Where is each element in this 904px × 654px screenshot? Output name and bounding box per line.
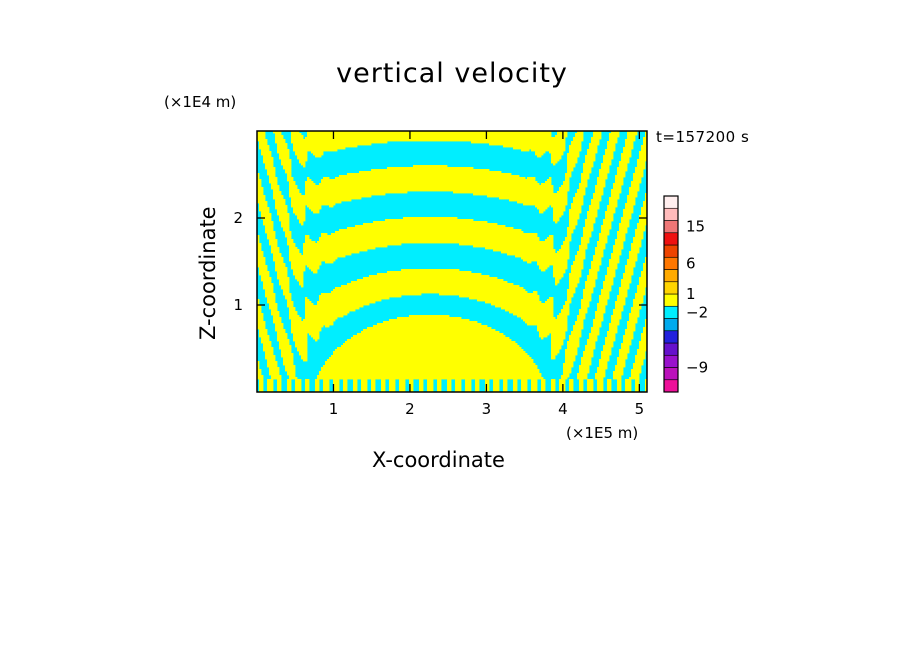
- colorbar-cell: [663, 379, 679, 393]
- chart-title: vertical velocity: [336, 58, 568, 89]
- colorbar-label: −2: [686, 303, 708, 321]
- z-axis-unit: (×1E4 m): [164, 93, 237, 111]
- x-axis-unit: (×1E5 m): [566, 424, 639, 442]
- colorbar-cell: [663, 305, 679, 319]
- velocity-field: [257, 131, 647, 392]
- x-axis-ticks: 1 2 3 4 5: [329, 131, 644, 418]
- z-tick-label: 1: [233, 296, 243, 314]
- z-axis-ticks: 12: [233, 209, 647, 314]
- z-tick-label: 2: [233, 209, 243, 227]
- colorbar-label: 1: [686, 285, 696, 303]
- colorbar-cell: [663, 195, 679, 209]
- colorbar-cell: [663, 354, 679, 368]
- plot-frame: [256, 130, 648, 393]
- colorbar-cell: [663, 256, 679, 270]
- colorbar: 15 6 1−2 −9: [663, 195, 708, 393]
- colorbar-cell: [663, 244, 679, 258]
- colorbar-label: 15: [686, 218, 705, 236]
- colorbar-cell: [663, 318, 679, 332]
- colorbar-label: −9: [686, 359, 708, 377]
- colorbar-cell: [663, 281, 679, 295]
- colorbar-cell: [663, 220, 679, 234]
- colorbar-cell: [663, 342, 679, 356]
- x-tick-label: 4: [558, 400, 568, 418]
- field-bands: [257, 131, 647, 392]
- colorbar-cell: [663, 330, 679, 344]
- colorbar-cell: [663, 367, 679, 381]
- x-tick-label: 2: [405, 400, 415, 418]
- timestamp-label: t=157200 s: [656, 128, 750, 146]
- colorbar-cell: [663, 293, 679, 307]
- x-axis-label: X-coordinate: [372, 448, 505, 472]
- colorbar-cell: [663, 232, 679, 246]
- x-tick-label: 5: [635, 400, 645, 418]
- x-tick-label: 3: [482, 400, 492, 418]
- colorbar-cell: [663, 207, 679, 221]
- x-tick-label: 1: [329, 400, 339, 418]
- colorbar-cell: [663, 269, 679, 283]
- colorbar-frame: [663, 195, 679, 393]
- colorbar-label: 6: [686, 254, 696, 272]
